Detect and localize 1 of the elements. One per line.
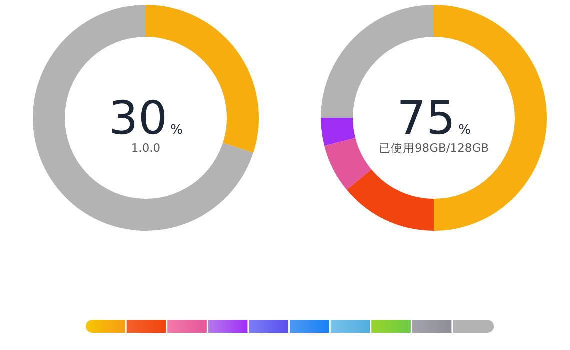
- subtitle: 已使用98GB/128GB: [378, 141, 490, 155]
